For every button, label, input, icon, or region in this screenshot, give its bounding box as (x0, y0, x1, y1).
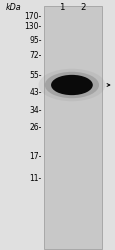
Text: 2: 2 (80, 3, 86, 12)
Text: 34-: 34- (29, 106, 41, 115)
Text: 17-: 17- (29, 152, 41, 161)
Text: 130-: 130- (24, 22, 41, 31)
Text: 11-: 11- (29, 174, 41, 183)
Text: 95-: 95- (29, 36, 41, 45)
Text: 1: 1 (58, 3, 64, 12)
Text: 55-: 55- (29, 70, 41, 80)
Ellipse shape (44, 72, 98, 98)
Text: kDa: kDa (6, 3, 22, 12)
Text: 72-: 72- (29, 51, 41, 60)
Text: 170-: 170- (24, 12, 41, 21)
Ellipse shape (51, 75, 92, 95)
Bar (44, 6, 101, 249)
Ellipse shape (38, 69, 104, 101)
Text: 26-: 26- (29, 123, 41, 132)
Text: 43-: 43- (29, 88, 41, 97)
